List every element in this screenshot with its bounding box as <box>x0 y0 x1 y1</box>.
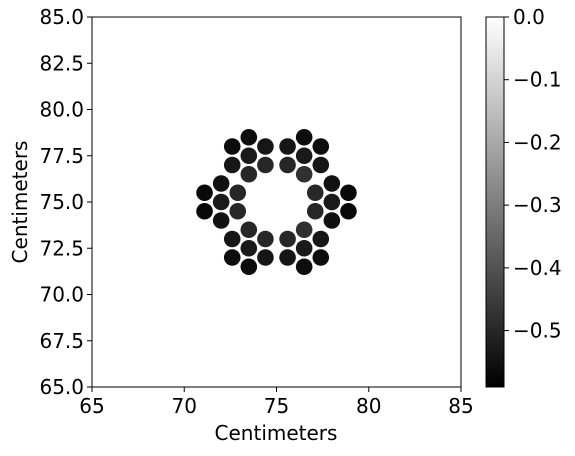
data-point-30 <box>240 239 258 257</box>
data-point-37 <box>295 239 313 257</box>
data-point-1 <box>223 138 241 155</box>
colorbar-tick-label: −0.2 <box>513 130 562 154</box>
data-point-21 <box>340 184 357 202</box>
data-point-22 <box>323 175 341 192</box>
data-point-8 <box>279 138 296 155</box>
data-point-18 <box>229 184 247 202</box>
plot-background <box>92 17 461 387</box>
data-point-4 <box>223 156 241 174</box>
data-point-10 <box>312 138 330 155</box>
data-point-0 <box>240 128 258 146</box>
data-point-3 <box>257 138 274 155</box>
axes-layer: 65 70 75 80 85 65.0 67.5 70.0 72.5 75.0 77.5 80.0 82… <box>39 5 473 418</box>
y-tick-label: 75.0 <box>39 190 84 214</box>
data-point-7 <box>295 128 313 146</box>
y-tick-label: 82.5 <box>39 51 84 75</box>
x-tick-label: 75 <box>264 394 289 418</box>
data-point-2 <box>240 147 258 165</box>
x-tick-label: 70 <box>172 394 197 418</box>
data-point-31 <box>257 230 274 248</box>
data-point-28 <box>240 221 258 239</box>
data-point-15 <box>212 175 230 192</box>
data-point-16 <box>212 193 230 211</box>
data-point-36 <box>279 230 296 248</box>
data-point-20 <box>212 212 230 229</box>
data-point-38 <box>312 230 330 248</box>
data-point-24 <box>340 202 357 220</box>
data-point-19 <box>229 202 247 220</box>
colorbar-frame <box>485 16 505 388</box>
data-point-13 <box>312 156 330 174</box>
data-point-11 <box>279 156 296 174</box>
data-point-34 <box>257 249 274 266</box>
data-point-41 <box>312 249 330 266</box>
x-tick-label: 85 <box>448 394 473 418</box>
data-point-5 <box>240 165 258 183</box>
y-tick-label: 72.5 <box>39 236 84 260</box>
y-tick-label: 65.0 <box>39 375 84 399</box>
data-point-32 <box>223 249 241 266</box>
x-tick-label: 65 <box>79 394 104 418</box>
colorbar-gradient <box>486 17 504 387</box>
data-point-9 <box>295 147 313 165</box>
y-tick-label: 67.5 <box>39 329 84 353</box>
colorbar-tick-label: 0.0 <box>513 5 545 29</box>
y-tick-label: 70.0 <box>39 283 84 307</box>
data-point-35 <box>295 221 313 239</box>
data-point-39 <box>279 249 296 266</box>
y-tick-label: 85.0 <box>39 5 84 29</box>
colorbar-tick-label: −0.5 <box>513 319 562 343</box>
data-point-6 <box>257 156 274 174</box>
colorbar: 0.0 −0.1 −0.2 −0.3 −0.4 −0.5 <box>485 5 562 388</box>
data-point-40 <box>295 258 313 276</box>
y-tick-label: 80.0 <box>39 98 84 122</box>
x-tick-label: 80 <box>356 394 381 418</box>
y-tick-label: 77.5 <box>39 144 84 168</box>
plot-area <box>92 17 461 387</box>
data-point-12 <box>295 165 313 183</box>
colorbar-tick-label: −0.4 <box>513 256 562 280</box>
colorbar-tick-label: −0.3 <box>513 193 562 217</box>
colorbar-tick-label: −0.1 <box>513 68 562 92</box>
data-point-29 <box>223 230 241 248</box>
points-layer <box>196 128 357 276</box>
x-axis-label: Centimeters <box>215 421 338 445</box>
data-point-23 <box>323 193 341 211</box>
data-point-26 <box>306 202 324 220</box>
y-axis-label: Centimeters <box>8 141 32 264</box>
data-point-17 <box>196 202 213 220</box>
data-point-14 <box>196 184 213 202</box>
data-point-25 <box>306 184 324 202</box>
data-point-27 <box>323 212 341 229</box>
data-point-33 <box>240 258 258 276</box>
